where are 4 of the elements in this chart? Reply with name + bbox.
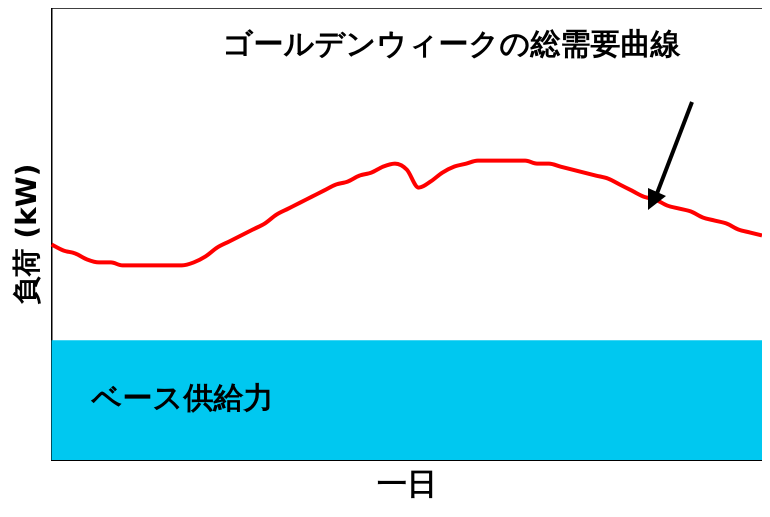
text: ゴールデンウィークの総需要曲線: [222, 26, 682, 62]
x-axis-title: 一日: [376, 466, 437, 502]
band-label: ベース供給力: [90, 380, 274, 416]
y-axis-title: 負荷 (kW): [10, 164, 44, 304]
